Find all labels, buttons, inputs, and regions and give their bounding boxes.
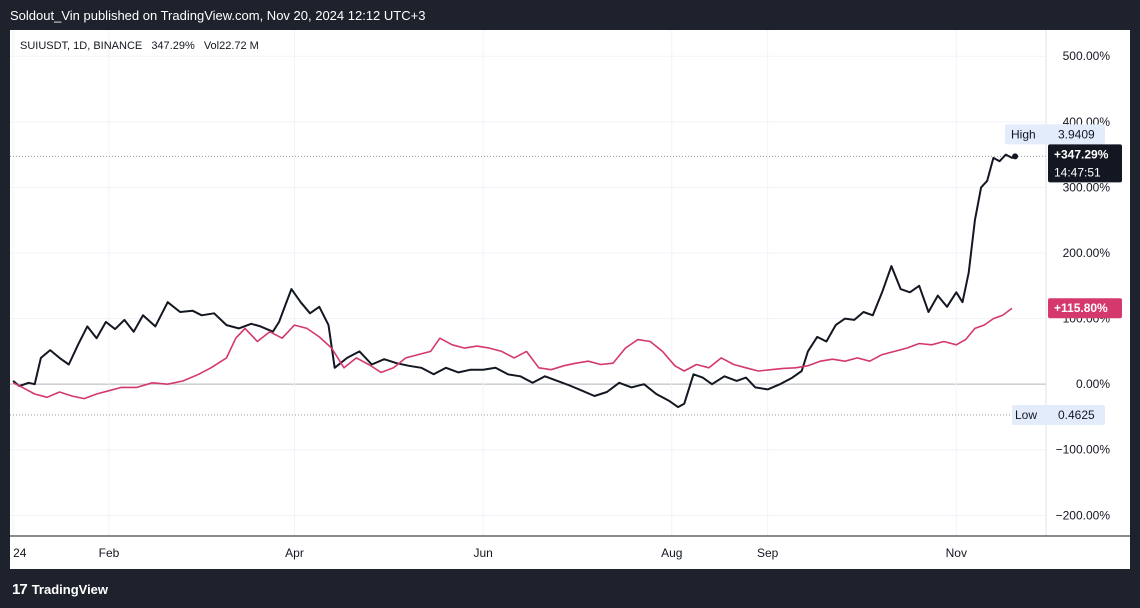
series-line-1 [12, 153, 1016, 409]
series-value-label-2: +115.80% [1054, 301, 1108, 315]
footer-brand[interactable]: 17 TradingView [12, 581, 108, 598]
y-tick-label: −100.00% [1056, 443, 1111, 457]
y-tick-label: −200.00% [1056, 508, 1111, 522]
x-tick-label: Feb [99, 546, 120, 560]
low-label-box [1012, 404, 1105, 425]
last-point-marker [1012, 153, 1019, 160]
legend-symbol: SUIUSDT, 1D, BINANCE [20, 40, 143, 52]
high-label-box [1005, 124, 1105, 145]
chart-panel[interactable]: 500.00% 400.00% 300.00% 200.00% 100.00% 0.00%… [10, 30, 1130, 569]
legend-volume: Vol22.72 M [203, 40, 259, 52]
y-tick-label: 300.00% [1063, 180, 1111, 194]
low-label-price: 0.4625 [1058, 408, 1095, 422]
grid [10, 30, 1046, 535]
x-tick-label: Sep [757, 546, 779, 560]
symbol-legend: SUIUSDT, 1D, BINANCE 347.29% Vol22.72 M [20, 40, 265, 52]
price-chart[interactable]: 500.00%400.00%300.00%200.00%100.00%0.00%… [10, 30, 1130, 569]
series-value-tag-1 [1048, 144, 1122, 183]
y-tick-label: 200.00% [1063, 246, 1111, 260]
reference-lines [10, 155, 1046, 416]
x-tick-label: Apr [285, 546, 304, 560]
publish-header: Soldout_Vin published on TradingView.com… [10, 8, 426, 23]
legend-change: 347.29% [151, 40, 195, 52]
series-line-2 [12, 307, 1013, 400]
axes: 500.00%400.00%300.00%200.00%100.00%0.00%… [10, 30, 1130, 560]
tradingview-logo-icon: 17 [12, 581, 28, 598]
x-tick-label: Jun [473, 546, 492, 560]
x-tick-label: Aug [661, 546, 682, 560]
high-label-text: High [1011, 127, 1036, 141]
series-value-tag-2 [1048, 298, 1122, 319]
y-tick-label: 0.00% [1076, 377, 1110, 391]
x-tick-label: 24 [13, 546, 27, 560]
high-label-price: 3.9409 [1058, 127, 1095, 141]
y-tick-label: 500.00% [1063, 49, 1111, 63]
x-tick-label: Nov [946, 546, 967, 560]
series-lines [12, 153, 1019, 409]
countdown-label: 14:47:51 [1054, 165, 1101, 179]
low-label-text: Low [1015, 408, 1037, 422]
price-labels: High 3.9409 Low 0.4625 +347.29% 14:47:51 +115.… [1005, 124, 1122, 425]
brand-name: TradingView [31, 582, 109, 597]
series-value-label-1: +347.29% [1054, 147, 1109, 161]
